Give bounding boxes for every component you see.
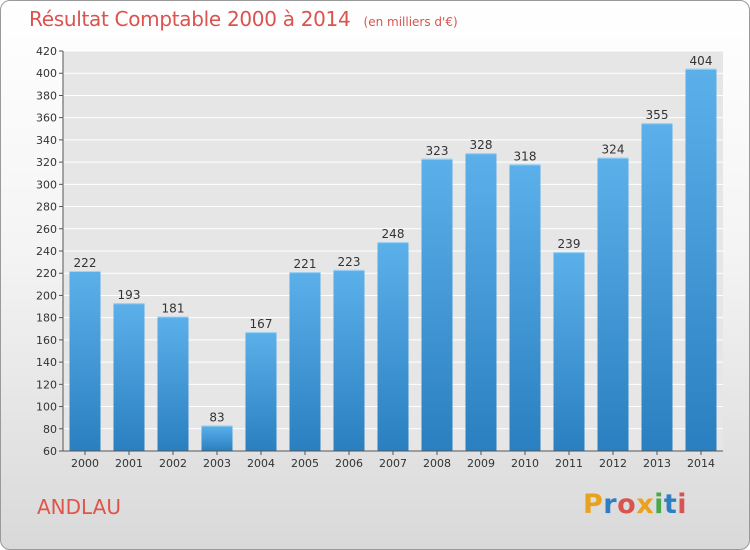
y-tick-label: 60 xyxy=(43,445,57,458)
y-tick-label: 400 xyxy=(36,67,57,80)
x-axis: 2000 2001 2002 2003 2004 2005 2006 2007 2008 2009… xyxy=(63,450,723,470)
logo-letter: o xyxy=(617,489,637,520)
logo-letter: i xyxy=(677,489,688,520)
logo-letter: r xyxy=(603,489,618,520)
data-label: 83 xyxy=(209,410,224,424)
y-tick-label: 140 xyxy=(36,356,57,369)
bar-2003[interactable] xyxy=(201,425,233,451)
bar-2000[interactable] xyxy=(69,271,101,451)
y-tick-label: 220 xyxy=(36,267,57,280)
bar-2002[interactable] xyxy=(157,316,189,451)
bar-2013[interactable] xyxy=(641,123,673,451)
logo-letter: i xyxy=(654,489,664,520)
x-tick-label: 2009 xyxy=(467,457,495,470)
logo-letter: x xyxy=(636,489,655,520)
x-tick-label: 2008 xyxy=(423,457,451,470)
data-label: 323 xyxy=(426,144,449,158)
data-label: 328 xyxy=(470,138,493,152)
data-label: 223 xyxy=(338,255,361,269)
data-label: 167 xyxy=(250,317,273,331)
x-tick-label: 2013 xyxy=(643,457,671,470)
data-label: 248 xyxy=(382,227,405,241)
bar-2014[interactable] xyxy=(685,68,717,452)
bar-2007[interactable] xyxy=(377,242,409,451)
bar-2004[interactable] xyxy=(245,332,277,451)
y-tick-label: 340 xyxy=(36,134,57,147)
bar-2009[interactable] xyxy=(465,153,497,451)
bar-2005[interactable] xyxy=(289,272,321,451)
bar-2001[interactable] xyxy=(113,303,145,451)
data-label: 222 xyxy=(74,256,97,270)
chart-title: Résultat Comptable 2000 à 2014 xyxy=(29,7,351,31)
logo-letter: t xyxy=(663,489,678,520)
y-tick-label: 300 xyxy=(36,178,57,191)
y-tick-label: 80 xyxy=(43,423,57,436)
proxiti-logo[interactable]: Proxiti xyxy=(583,489,687,520)
x-tick-label: 2005 xyxy=(291,457,319,470)
x-tick-label: 2001 xyxy=(115,457,143,470)
y-tick-label: 100 xyxy=(36,401,57,414)
x-tick-label: 2012 xyxy=(599,457,627,470)
x-tick-label: 2007 xyxy=(379,457,407,470)
y-tick-label: 280 xyxy=(36,201,57,214)
bar-2006[interactable] xyxy=(333,269,365,451)
y-tick-label: 120 xyxy=(36,378,57,391)
y-tick-label: 320 xyxy=(36,156,57,169)
data-label: 324 xyxy=(602,143,625,157)
x-tick-label: 2003 xyxy=(203,457,231,470)
y-tick-label: 240 xyxy=(36,245,57,258)
data-label: 318 xyxy=(514,149,537,163)
x-tick-label: 2002 xyxy=(159,457,187,470)
y-tick-label: 360 xyxy=(36,112,57,125)
data-label: 404 xyxy=(690,54,713,68)
y-tick-label: 180 xyxy=(36,312,57,325)
title-row: Résultat Comptable 2000 à 2014 (en milli… xyxy=(29,7,458,31)
y-tick-label: 260 xyxy=(36,223,57,236)
data-label: 193 xyxy=(118,288,141,302)
x-tick-label: 2000 xyxy=(71,457,99,470)
bars: 222 193 181 83 167 221 223 248 323 328 318 239 324 35… xyxy=(69,54,717,452)
x-tick-label: 2010 xyxy=(511,457,539,470)
data-label: 181 xyxy=(162,302,185,316)
logo-letter: P xyxy=(583,489,604,520)
y-tick-label: 200 xyxy=(36,289,57,302)
x-tick-label: 2014 xyxy=(687,457,715,470)
y-tick-label: 160 xyxy=(36,334,57,347)
y-tick-label: 420 xyxy=(36,45,57,58)
chart-subtitle: (en milliers d'€) xyxy=(363,15,458,29)
x-tick-label: 2011 xyxy=(555,457,583,470)
commune-name: ANDLAU xyxy=(37,495,121,519)
bar-2012[interactable] xyxy=(597,157,629,451)
data-label: 355 xyxy=(646,108,669,122)
data-label: 221 xyxy=(294,257,317,271)
y-axis: 60 80 100 120 140 160 180 200 220 240 260 280 300 320… xyxy=(36,45,64,458)
bar-2011[interactable] xyxy=(553,252,585,451)
x-tick-label: 2004 xyxy=(247,457,275,470)
x-tick-label: 2006 xyxy=(335,457,363,470)
data-label: 239 xyxy=(558,237,581,251)
y-tick-label: 380 xyxy=(36,89,57,102)
bar-2008[interactable] xyxy=(421,158,453,451)
bar-2010[interactable] xyxy=(509,164,541,452)
